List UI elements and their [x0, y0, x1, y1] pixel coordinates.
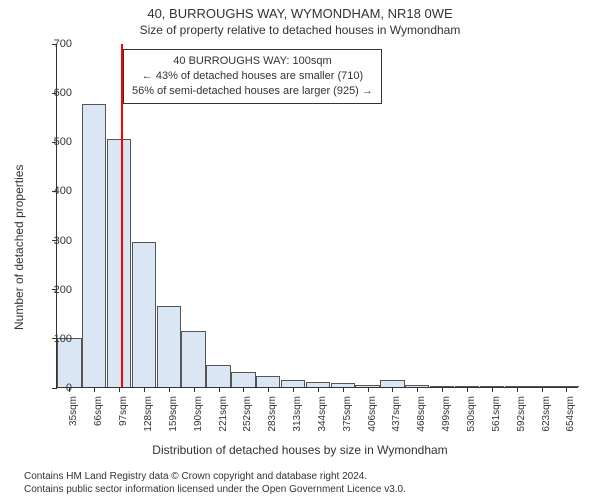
xtick-label: 437sqm — [391, 396, 402, 436]
annotation-line1: 40 BURROUGHS WAY: 100sqm — [132, 54, 373, 69]
xtick-line — [492, 387, 493, 392]
xtick-label: 221sqm — [218, 396, 229, 436]
xtick-line — [417, 387, 418, 392]
xtick-label: 375sqm — [342, 396, 353, 436]
xtick-line — [368, 387, 369, 392]
bar — [132, 242, 156, 387]
ytick-label: 300 — [28, 235, 72, 247]
bar — [256, 376, 280, 387]
xtick-line — [119, 387, 120, 392]
annotation-line3: 56% of semi-detached houses are larger (… — [132, 84, 373, 99]
bar — [231, 372, 255, 387]
xtick-label: 128sqm — [143, 396, 154, 436]
xtick-label: 159sqm — [168, 396, 179, 436]
chart-title-sub: Size of property relative to detached ho… — [0, 23, 600, 37]
ytick-label: 200 — [28, 284, 72, 296]
xtick-label: 190sqm — [193, 396, 204, 436]
bar — [181, 331, 205, 388]
xtick-line — [194, 387, 195, 392]
x-axis-label: Distribution of detached houses by size … — [0, 443, 600, 457]
xtick-line — [442, 387, 443, 392]
xtick-line — [293, 387, 294, 392]
xtick-label: 530sqm — [466, 396, 477, 436]
xtick-line — [542, 387, 543, 392]
footer-attribution: Contains HM Land Registry data © Crown c… — [24, 471, 406, 496]
bar — [206, 365, 230, 387]
xtick-label: 344sqm — [317, 396, 328, 436]
xtick-label: 406sqm — [367, 396, 378, 436]
bar — [380, 380, 404, 387]
xtick-line — [243, 387, 244, 392]
xtick-label: 283sqm — [267, 396, 278, 436]
footer-line1: Contains HM Land Registry data © Crown c… — [24, 471, 406, 484]
ytick-label: 600 — [28, 87, 72, 99]
xtick-label: 313sqm — [292, 396, 303, 436]
xtick-line — [392, 387, 393, 392]
annotation-box: 40 BURROUGHS WAY: 100sqm ← 43% of detach… — [123, 49, 382, 104]
xtick-line — [343, 387, 344, 392]
ytick-label: 700 — [28, 38, 72, 50]
footer-line2: Contains public sector information licen… — [24, 484, 406, 497]
xtick-label: 561sqm — [491, 396, 502, 436]
xtick-line — [144, 387, 145, 392]
xtick-label: 499sqm — [441, 396, 452, 436]
bar — [157, 306, 181, 387]
ytick-label: 100 — [28, 333, 72, 345]
xtick-label: 654sqm — [565, 396, 576, 436]
bar — [57, 338, 81, 387]
xtick-line — [517, 387, 518, 392]
annotation-line2: ← 43% of detached houses are smaller (71… — [132, 69, 373, 84]
xtick-label: 252sqm — [242, 396, 253, 436]
xtick-line — [169, 387, 170, 392]
xtick-label: 35sqm — [68, 396, 79, 436]
xtick-label: 623sqm — [541, 396, 552, 436]
xtick-line — [566, 387, 567, 392]
bar — [281, 380, 305, 387]
xtick-label: 66sqm — [93, 396, 104, 436]
xtick-line — [219, 387, 220, 392]
xtick-label: 468sqm — [416, 396, 427, 436]
ytick-label: 0 — [28, 382, 72, 394]
chart-title-main: 40, BURROUGHS WAY, WYMONDHAM, NR18 0WE — [0, 6, 600, 21]
bar — [107, 139, 131, 387]
ytick-label: 400 — [28, 185, 72, 197]
y-axis-label: Number of detached properties — [12, 165, 26, 330]
plot-area: 40 BURROUGHS WAY: 100sqm ← 43% of detach… — [56, 44, 578, 388]
bar — [82, 104, 106, 387]
chart-container: 40, BURROUGHS WAY, WYMONDHAM, NR18 0WE S… — [0, 0, 600, 500]
xtick-line — [318, 387, 319, 392]
xtick-label: 97sqm — [118, 396, 129, 436]
xtick-line — [94, 387, 95, 392]
xtick-line — [268, 387, 269, 392]
xtick-label: 592sqm — [516, 396, 527, 436]
xtick-line — [467, 387, 468, 392]
ytick-label: 500 — [28, 136, 72, 148]
